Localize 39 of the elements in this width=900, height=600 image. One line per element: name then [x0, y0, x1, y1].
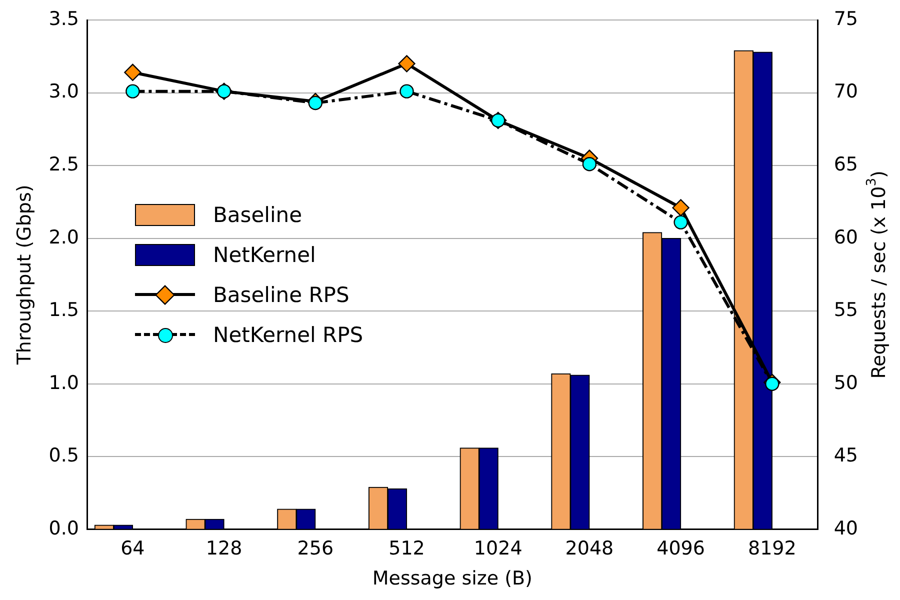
- y2-axis-title: Requests / sec (x 103): [864, 170, 890, 379]
- y-tick-label: 2.0: [48, 226, 80, 248]
- y2-tick-label: 45: [834, 444, 858, 467]
- y-tick-label: 3.5: [48, 8, 80, 30]
- y-tick-label: 2.5: [48, 153, 80, 176]
- x-tick-label: 64: [120, 538, 145, 560]
- x-tick-label: 128: [206, 538, 242, 560]
- x-axis-title: Message size (B): [372, 568, 532, 590]
- legend-label: Baseline RPS: [213, 283, 350, 307]
- y-tick-label: 3.0: [48, 80, 80, 103]
- point: [400, 84, 414, 98]
- legend-label: NetKernel RPS: [213, 323, 364, 347]
- point: [308, 96, 322, 110]
- y2-tick-label: 40: [834, 517, 858, 540]
- x-tick-label: 8192: [748, 538, 796, 560]
- y-tick-label: 0.0: [48, 517, 80, 540]
- y2-tick-label: 75: [834, 8, 858, 30]
- y2-tick-label: 50: [834, 372, 858, 394]
- y-tick-label: 1.0: [48, 372, 80, 394]
- point: [124, 64, 142, 81]
- y2-tick-label: 65: [834, 153, 858, 176]
- legend-label: NetKernel: [213, 243, 316, 267]
- x-tick-label: 4096: [656, 538, 705, 560]
- y-tick-label: 0.5: [48, 444, 80, 467]
- y2-tick-label: 55: [834, 299, 858, 322]
- y-tick-label: 1.5: [48, 299, 80, 322]
- point: [126, 84, 140, 98]
- y2-tick-label: 70: [834, 80, 858, 103]
- x-tick-label: 2048: [565, 538, 614, 560]
- legend-label: Baseline: [213, 203, 302, 227]
- x-tick-label: 256: [297, 538, 334, 560]
- point: [398, 55, 416, 72]
- y2-tick-label: 60: [834, 226, 858, 248]
- x-tick-label: 1024: [474, 538, 522, 560]
- point: [672, 199, 690, 216]
- point: [674, 215, 688, 230]
- y-axis-title: Throughput (Gbps): [13, 184, 36, 366]
- x-tick-label: 512: [388, 538, 425, 560]
- point: [582, 156, 597, 172]
